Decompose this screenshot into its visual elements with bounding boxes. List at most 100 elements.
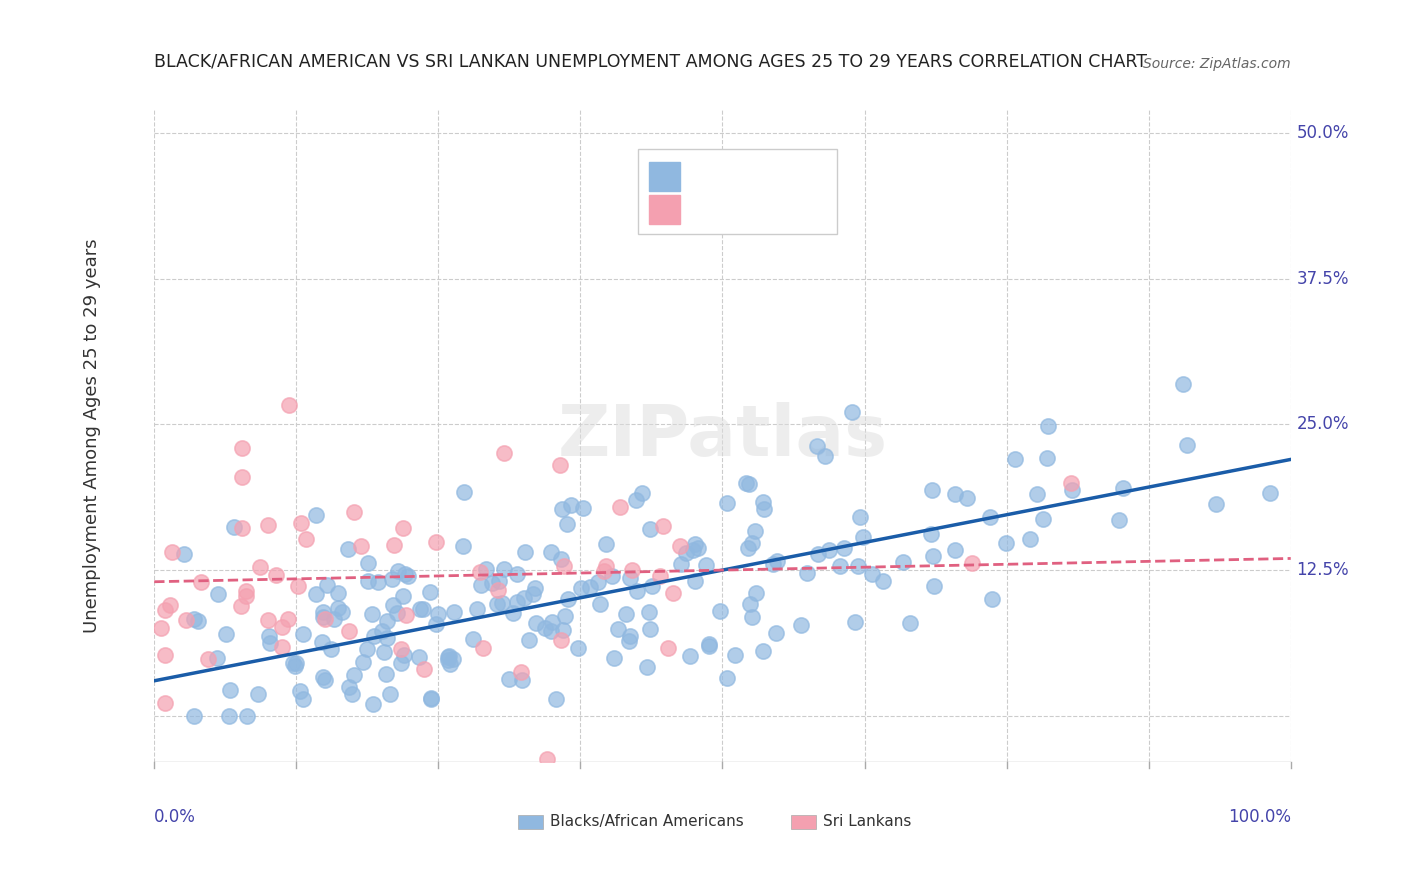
FancyBboxPatch shape	[790, 814, 815, 829]
Point	[506, 567, 529, 582]
Point	[470, 578, 492, 592]
Text: Source: ZipAtlas.com: Source: ZipAtlas.com	[1143, 57, 1291, 70]
Point	[322, 612, 344, 626]
Point	[425, 535, 447, 549]
Point	[392, 589, 415, 603]
Point	[569, 581, 592, 595]
Point	[486, 582, 509, 597]
Point	[356, 642, 378, 657]
Point	[980, 592, 1002, 607]
Point	[524, 615, 547, 630]
Point	[1032, 512, 1054, 526]
Point	[337, 541, 360, 556]
Point	[321, 642, 343, 657]
Point	[385, 606, 408, 620]
Point	[550, 551, 572, 566]
Point	[637, 605, 659, 619]
Point	[337, 624, 360, 639]
Point	[357, 574, 380, 588]
Point	[343, 667, 366, 681]
Point	[443, 652, 465, 666]
Point	[551, 502, 574, 516]
Point	[394, 648, 416, 663]
Point	[695, 558, 717, 572]
Point	[426, 607, 449, 621]
Point	[540, 545, 562, 559]
Point	[287, 579, 309, 593]
Point	[235, 589, 257, 603]
Point	[488, 574, 510, 588]
Point	[363, 629, 385, 643]
Point	[371, 624, 394, 639]
Point	[522, 587, 544, 601]
Point	[271, 619, 294, 633]
Point	[288, 683, 311, 698]
Point	[626, 492, 648, 507]
Point	[396, 569, 419, 583]
Point	[292, 691, 315, 706]
Point	[174, 613, 197, 627]
Point	[943, 487, 966, 501]
Point	[378, 687, 401, 701]
Point	[284, 659, 307, 673]
Point	[807, 547, 830, 561]
Point	[491, 596, 513, 610]
Point	[451, 539, 474, 553]
Point	[375, 631, 398, 645]
Point	[752, 495, 775, 509]
Text: N =: N =	[766, 168, 803, 186]
Point	[1060, 483, 1083, 498]
Point	[979, 510, 1001, 524]
Point	[277, 612, 299, 626]
Point	[891, 555, 914, 569]
Point	[389, 656, 412, 670]
Text: Blacks/African Americans: Blacks/African Americans	[550, 814, 744, 829]
Point	[150, 621, 173, 635]
Point	[412, 601, 434, 615]
Point	[337, 680, 360, 694]
Point	[229, 599, 252, 613]
Point	[544, 692, 567, 706]
Point	[534, 621, 557, 635]
Point	[554, 608, 576, 623]
Point	[328, 586, 350, 600]
Text: 100.0%: 100.0%	[1227, 808, 1291, 826]
Point	[1173, 376, 1195, 391]
Point	[619, 630, 641, 644]
Point	[231, 521, 253, 535]
Point	[264, 568, 287, 582]
Point	[1258, 486, 1281, 500]
Text: R =: R =	[689, 168, 724, 186]
Point	[436, 650, 458, 665]
Point	[290, 516, 312, 530]
Point	[475, 562, 498, 576]
Point	[153, 648, 176, 662]
Point	[716, 672, 738, 686]
Point	[922, 549, 945, 564]
Point	[920, 527, 942, 541]
Point	[311, 634, 333, 648]
Point	[536, 752, 558, 766]
Point	[292, 627, 315, 641]
Point	[697, 637, 720, 651]
Point	[257, 518, 280, 533]
Point	[841, 405, 863, 419]
Point	[818, 543, 841, 558]
Text: Sri Lankans: Sri Lankans	[823, 814, 911, 829]
Point	[498, 672, 520, 686]
Point	[846, 559, 869, 574]
Point	[860, 566, 883, 581]
Point	[439, 657, 461, 671]
Text: R =: R =	[689, 200, 724, 218]
Point	[389, 641, 412, 656]
Point	[1060, 475, 1083, 490]
Point	[312, 610, 335, 624]
Point	[572, 501, 595, 516]
Point	[641, 579, 664, 593]
Point	[796, 566, 818, 580]
Point	[830, 559, 852, 574]
Text: ZIPatlas: ZIPatlas	[557, 401, 887, 471]
Text: 0.786: 0.786	[723, 168, 769, 186]
Point	[709, 604, 731, 618]
Point	[461, 632, 484, 646]
